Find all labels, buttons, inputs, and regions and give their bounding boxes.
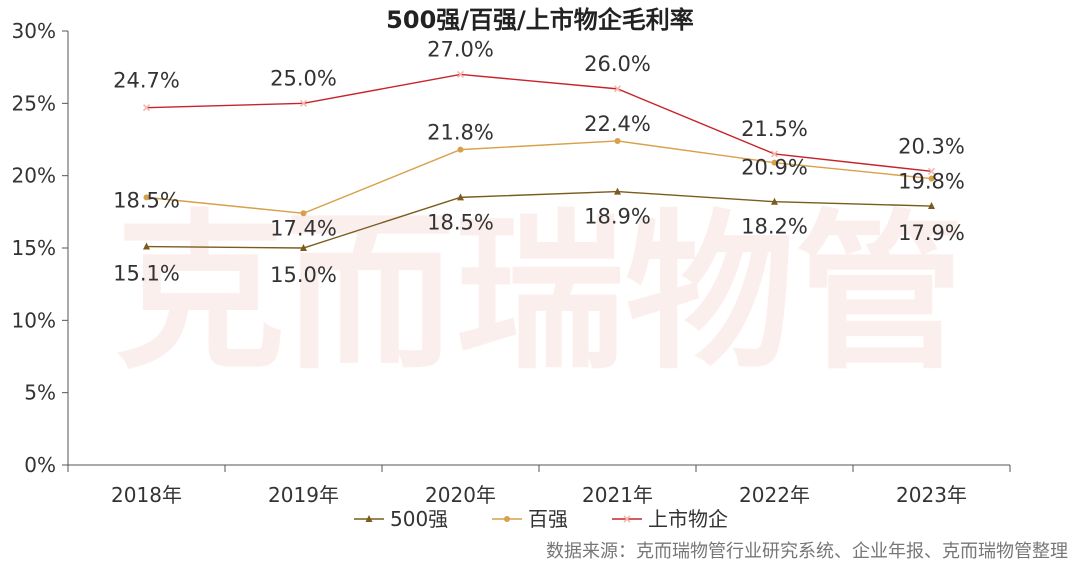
data-label-top100: 20.9% <box>741 156 808 180</box>
series-line-500 <box>146 190 932 249</box>
data-labels: 15.1% 15.0% 18.5% 18.9% 18.2% 17.9% 18.5% 17.4%… <box>113 37 965 287</box>
data-point-top100 <box>771 159 778 166</box>
data-point-listed <box>142 104 151 112</box>
data-point-500 <box>614 187 621 195</box>
x-tick-label: 2020年 <box>425 483 496 507</box>
y-tick-label: 15% <box>12 236 56 260</box>
legend-label-500: 500强 <box>390 507 448 531</box>
y-tick-label: 25% <box>12 91 56 115</box>
series-line-listed <box>146 73 932 173</box>
axes: 0% 5% 10% 15% 20% 25% 30% 2018年 2019年 2020年 2021年 2… <box>12 19 1011 507</box>
legend-marker-500 <box>365 515 373 522</box>
data-point-top100 <box>143 194 150 201</box>
data-label-top100: 18.5% <box>113 188 180 212</box>
x-tick-label: 2021年 <box>582 483 653 507</box>
data-label-listed: 24.7% <box>113 69 180 93</box>
data-point-listed <box>456 70 465 78</box>
data-label-top100: 19.8% <box>898 170 965 194</box>
legend-label-listed: 上市物企 <box>648 507 728 531</box>
y-tick-label: 5% <box>24 381 56 405</box>
data-point-top100 <box>614 137 621 144</box>
data-label-500: 17.9% <box>898 221 965 245</box>
y-tick-label: 10% <box>12 308 56 332</box>
data-label-listed: 25.0% <box>270 66 337 90</box>
data-point-listed <box>299 99 308 107</box>
x-tick-label: 2019年 <box>268 483 339 507</box>
series-group <box>142 70 936 251</box>
data-label-500: 18.9% <box>584 205 651 229</box>
data-label-listed: 26.0% <box>584 52 651 76</box>
data-point-500 <box>457 193 464 201</box>
data-label-top100: 17.4% <box>270 216 337 240</box>
y-tick-label: 0% <box>24 453 56 477</box>
x-tick-label: 2022年 <box>739 483 810 507</box>
legend-marker-listed <box>623 515 631 523</box>
x-tick-label: 2018年 <box>111 483 182 507</box>
data-label-top100: 22.4% <box>584 112 651 136</box>
data-point-500 <box>143 242 150 250</box>
x-tick-label: 2023年 <box>896 483 967 507</box>
data-point-500 <box>771 197 778 205</box>
data-point-top100 <box>457 146 464 153</box>
watermark: 克而瑞物管 <box>115 195 965 393</box>
data-point-listed <box>927 167 936 175</box>
data-point-500 <box>300 244 307 251</box>
y-tick-label: 30% <box>12 19 56 43</box>
data-point-top100 <box>928 175 935 182</box>
y-tick-label: 20% <box>12 164 56 188</box>
data-label-top100: 21.8% <box>427 121 494 145</box>
chart-title: 500强/百强/上市物企毛利率 <box>386 6 694 34</box>
data-point-top100 <box>300 210 307 217</box>
data-point-listed <box>613 85 622 93</box>
source-note: 数据来源：克而瑞物管行业研究系统、企业年报、克而瑞物管整理 <box>546 541 1068 562</box>
legend-label-top100: 百强 <box>528 507 568 531</box>
data-point-listed <box>770 150 779 158</box>
data-label-listed: 21.5% <box>741 117 808 141</box>
legend: 500强 百强 上市物企 <box>354 507 728 531</box>
data-label-listed: 27.0% <box>427 37 494 61</box>
data-label-listed: 20.3% <box>898 134 965 158</box>
data-label-500: 15.1% <box>113 262 180 286</box>
series-line-top100 <box>146 140 932 214</box>
data-point-500 <box>928 202 935 210</box>
data-label-500: 15.0% <box>270 263 337 287</box>
data-label-500: 18.5% <box>427 210 494 234</box>
legend-marker-top100 <box>504 516 510 522</box>
data-label-500: 18.2% <box>741 215 808 239</box>
